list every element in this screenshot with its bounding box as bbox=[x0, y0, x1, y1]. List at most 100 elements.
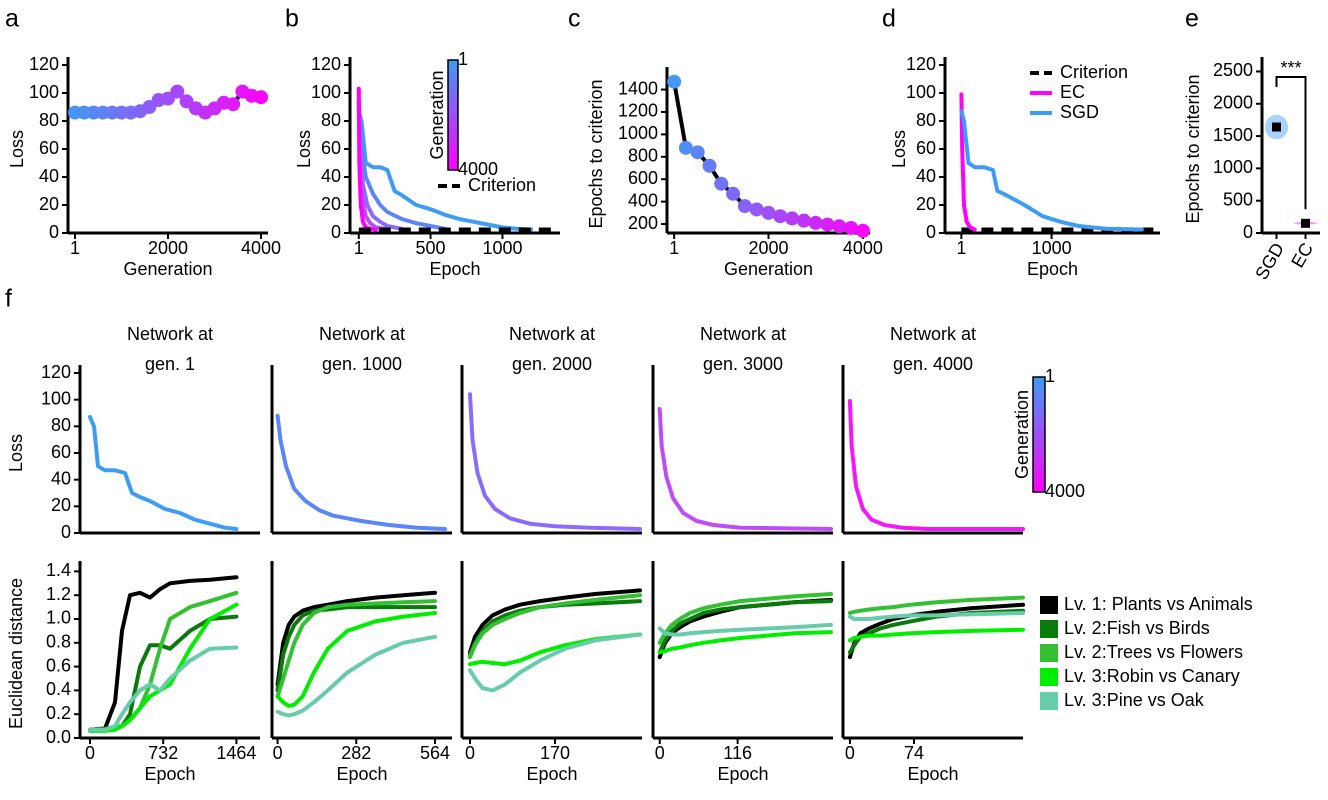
y-tick-label: 0 bbox=[1243, 222, 1253, 242]
x-tick-label: 1464 bbox=[216, 743, 256, 763]
series-line bbox=[657, 592, 833, 645]
point bbox=[832, 219, 847, 234]
y-tick-label: 120 bbox=[906, 54, 936, 74]
y-axis-label: Loss bbox=[6, 434, 26, 472]
colorbar bbox=[447, 59, 459, 171]
point bbox=[855, 223, 870, 238]
y-tick-label: 80 bbox=[916, 110, 936, 130]
series-line bbox=[356, 109, 534, 232]
x-tick-label: 0 bbox=[85, 743, 95, 763]
point bbox=[808, 215, 823, 230]
series-line bbox=[847, 627, 1025, 643]
series-line bbox=[847, 611, 1025, 621]
x-tick-label: 1 bbox=[956, 238, 966, 258]
y-tick-label: 40 bbox=[916, 166, 936, 186]
x-tick-label: 4000 bbox=[843, 238, 883, 258]
x-tick-label: 1 bbox=[354, 238, 364, 258]
significance: *** bbox=[1280, 58, 1301, 78]
point bbox=[726, 186, 741, 201]
colorbar-tick-label: 4000 bbox=[458, 159, 498, 179]
legend-swatch bbox=[1040, 596, 1058, 614]
panel-label: a bbox=[5, 5, 19, 33]
y-axis-label: Epochs to criterion bbox=[1183, 74, 1203, 223]
y-tick-label: 20 bbox=[39, 194, 59, 214]
panel-label: c bbox=[568, 5, 581, 33]
y-tick-label: 120 bbox=[29, 54, 59, 74]
y-tick-label: 0.6 bbox=[46, 655, 71, 675]
point bbox=[796, 213, 811, 228]
legend-label: Lv. 2:Trees vs Flowers bbox=[1064, 642, 1243, 662]
legend-label: Criterion bbox=[468, 175, 536, 195]
x-tick-label: 564 bbox=[420, 743, 450, 763]
legend-swatch bbox=[1040, 668, 1058, 686]
series-line bbox=[468, 588, 642, 655]
y-tick-label: 40 bbox=[51, 468, 71, 488]
colorbar bbox=[1032, 376, 1046, 493]
x-axis-label: Generation bbox=[123, 259, 212, 279]
panel-label: b bbox=[285, 5, 299, 33]
x-tick-label: 74 bbox=[904, 743, 924, 763]
x-tick-label: 0 bbox=[273, 743, 283, 763]
x-tick-label: 0 bbox=[655, 743, 665, 763]
x-tick-label: 170 bbox=[540, 743, 570, 763]
y-tick-label: 60 bbox=[321, 138, 341, 158]
x-tick-label: 282 bbox=[341, 743, 371, 763]
y-tick-label: 1200 bbox=[618, 101, 658, 121]
point bbox=[667, 74, 682, 89]
colorbar-tick-label: 1 bbox=[458, 49, 468, 69]
y-tick-label: 1.2 bbox=[46, 584, 71, 604]
y-tick-label: 1400 bbox=[618, 78, 658, 98]
series-line bbox=[468, 392, 642, 531]
y-tick-label: 1.0 bbox=[46, 608, 71, 628]
y-tick-label: 20 bbox=[51, 495, 71, 515]
panel-label: d bbox=[882, 5, 896, 33]
y-axis-label: Epochs to criterion bbox=[586, 79, 606, 228]
y-axis-label: Euclidean distance bbox=[6, 578, 26, 729]
category-label: EC bbox=[1287, 239, 1317, 271]
legend-label: Criterion bbox=[1060, 62, 1128, 82]
panel-title: Network at bbox=[127, 324, 213, 344]
panel-label: e bbox=[1185, 5, 1199, 33]
point bbox=[226, 97, 241, 112]
series-line bbox=[847, 595, 1025, 615]
series-line bbox=[88, 602, 239, 733]
y-tick-label: 2000 bbox=[1213, 93, 1253, 113]
colorbar-label: Generation bbox=[1012, 390, 1032, 479]
y-axis-label: Loss bbox=[7, 130, 27, 168]
y-tick-label: 40 bbox=[321, 166, 341, 186]
point bbox=[254, 90, 269, 105]
series-line bbox=[847, 399, 1025, 531]
y-axis-label: Loss bbox=[889, 130, 909, 168]
y-tick-label: 1000 bbox=[1213, 157, 1253, 177]
y-tick-label: 0.4 bbox=[46, 679, 71, 699]
y-tick-label: 120 bbox=[311, 54, 341, 74]
series-line bbox=[275, 634, 437, 718]
y-tick-label: 100 bbox=[906, 82, 936, 102]
legend-label: Lv. 1: Plants vs Animals bbox=[1064, 594, 1253, 614]
legend-swatch bbox=[1040, 644, 1058, 662]
point bbox=[678, 140, 693, 155]
series-line bbox=[275, 611, 437, 708]
x-tick-label: 0 bbox=[465, 743, 475, 763]
point bbox=[761, 205, 776, 220]
y-tick-label: 1500 bbox=[1213, 125, 1253, 145]
x-tick-label: 1000 bbox=[1032, 238, 1072, 258]
legend-swatch bbox=[1040, 620, 1058, 638]
x-axis-label: Epoch bbox=[1027, 259, 1078, 279]
x-axis-label: Epoch bbox=[907, 764, 958, 784]
category-label: SGD bbox=[1251, 239, 1288, 283]
x-axis-label: Epoch bbox=[336, 764, 387, 784]
point bbox=[773, 209, 788, 224]
point bbox=[737, 199, 752, 214]
y-tick-label: 80 bbox=[39, 110, 59, 130]
y-tick-label: 500 bbox=[1223, 189, 1253, 209]
panel-title: Network at bbox=[319, 324, 405, 344]
panel-title: gen. 3000 bbox=[703, 354, 783, 374]
colorbar-label: Generation bbox=[427, 70, 447, 159]
x-tick-label: 1 bbox=[70, 238, 80, 258]
panel-label: f bbox=[5, 285, 12, 313]
y-tick-label: 20 bbox=[321, 194, 341, 214]
panel-title: Network at bbox=[509, 324, 595, 344]
x-tick-label: 732 bbox=[148, 743, 178, 763]
